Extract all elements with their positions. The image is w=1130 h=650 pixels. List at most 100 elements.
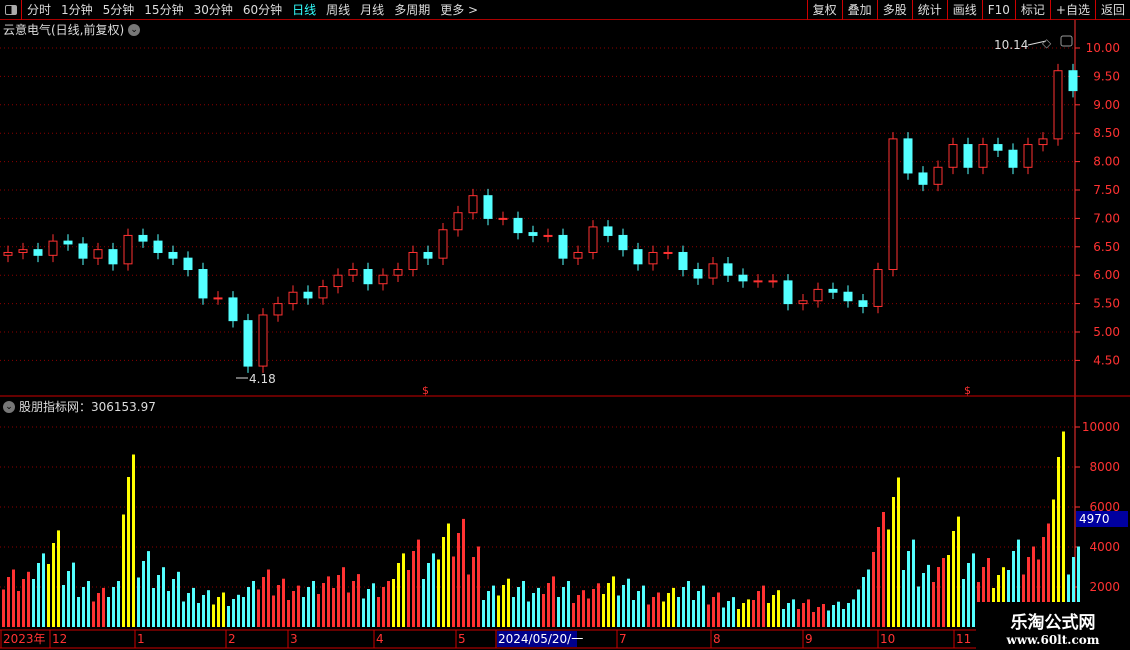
stock-title[interactable]: 云意电气(日线,前复权) ⌄: [3, 21, 141, 38]
period-tab[interactable]: 更多 >: [440, 3, 479, 17]
volume-bar: [447, 523, 450, 627]
period-tab[interactable]: 分时: [27, 3, 52, 17]
toolbar-button[interactable]: 标记: [1014, 0, 1050, 20]
candle-body: [663, 251, 673, 254]
period-tab[interactable]: 日线: [292, 3, 317, 17]
price-tick-label: 10.00: [1086, 41, 1120, 55]
period-tab[interactable]: 60分钟: [242, 3, 283, 17]
volume-bar: [427, 563, 430, 627]
volume-bar: [937, 567, 940, 627]
volume-bar: [1042, 537, 1045, 627]
volume-bar: [972, 553, 975, 627]
period-tab[interactable]: 多周期: [394, 3, 431, 17]
volume-bar: [617, 595, 620, 627]
volume-bar: [947, 555, 950, 627]
volume-bar: [712, 597, 715, 627]
candle-body: [948, 144, 958, 168]
volume-bar: [512, 597, 515, 627]
volume-bar: [877, 527, 880, 627]
volume-bar: [177, 571, 180, 627]
layout-toggle-button[interactable]: [0, 0, 22, 20]
candle-body: [558, 234, 568, 259]
candle-body: [78, 243, 88, 259]
volume-bar: [212, 604, 215, 627]
panel-icon: [4, 4, 17, 15]
period-toolbar: 分时 1分钟 5分钟 15分钟 30分钟 60分钟 日线 周线 月线 多周期 更多 > 复权 叠加 多股…: [0, 0, 1130, 20]
period-tab[interactable]: 30分钟: [193, 3, 233, 17]
candle-body: [18, 249, 28, 253]
candle-body: [63, 240, 73, 245]
volume-bar: [727, 601, 730, 627]
date-label: 4: [376, 632, 384, 646]
date-label: 8: [713, 632, 721, 646]
volume-bar: [907, 551, 910, 627]
volume-bar: [1047, 523, 1050, 627]
volume-bar: [1072, 557, 1075, 627]
watermark-line1: 乐淘公式网: [1010, 613, 1096, 633]
candle-body: [603, 226, 613, 236]
candle-body: [648, 251, 658, 265]
candle-body: [1068, 70, 1078, 92]
volume-bar: [97, 593, 100, 627]
volume-bar: [807, 599, 810, 627]
period-tab[interactable]: 5分钟: [102, 3, 135, 17]
volume-bar: [592, 589, 595, 627]
volume-bar: [567, 581, 570, 627]
volume-bar: [117, 581, 120, 627]
date-label: 10: [880, 632, 895, 646]
toolbar-button[interactable]: 统计: [911, 0, 947, 20]
volume-bar: [472, 557, 475, 627]
candle-body: [213, 297, 223, 300]
volume-bar: [917, 586, 920, 627]
volume-bar: [382, 587, 385, 627]
volume-bar: [987, 558, 990, 627]
volume-bar: [802, 603, 805, 627]
indicator-title[interactable]: ⌄ 股朋指标网：306153.97: [3, 398, 156, 415]
high-arrow: [1027, 40, 1047, 46]
volume-bar: [1052, 499, 1055, 627]
volume-bar: [1067, 574, 1070, 627]
volume-bar: [292, 591, 295, 627]
period-tab[interactable]: 周线: [326, 3, 351, 17]
volume-bar: [1037, 559, 1040, 627]
toolbar-button[interactable]: +自选: [1049, 0, 1095, 20]
chevron-down-icon[interactable]: ⌄: [128, 23, 141, 36]
period-tab[interactable]: 1分钟: [61, 3, 93, 17]
candle-body: [1008, 149, 1018, 168]
candle-body: [408, 251, 418, 271]
date-label: 7: [619, 632, 627, 646]
volume-bar: [1062, 431, 1065, 627]
volume-bar: [582, 590, 585, 627]
period-tab[interactable]: 15分钟: [144, 3, 184, 17]
volume-bar: [607, 583, 610, 627]
period-tab[interactable]: 月线: [360, 3, 385, 17]
toolbar-button[interactable]: F10: [981, 0, 1015, 20]
candle-body: [438, 229, 448, 259]
volume-bar: [867, 569, 870, 627]
date-label: 1: [137, 632, 145, 646]
toolbar-button[interactable]: 复权: [806, 0, 842, 20]
volume-bar: [872, 552, 875, 627]
chevron-down-icon[interactable]: ⌄: [3, 400, 15, 413]
volume-tick-label: 6000: [1089, 500, 1120, 514]
volume-bar: [952, 531, 955, 627]
volume-bar: [257, 589, 260, 627]
candle-body: [273, 303, 283, 316]
volume-bar: [927, 564, 930, 627]
volume-bar: [262, 577, 265, 627]
toolbar-button[interactable]: 叠加: [841, 0, 877, 20]
volume-bar: [282, 578, 285, 627]
volume-bar: [882, 512, 885, 627]
volume-bar: [687, 581, 690, 627]
candle-body: [228, 297, 238, 322]
volume-bar: [152, 588, 155, 627]
volume-bar: [837, 601, 840, 627]
volume-bar: [227, 606, 230, 627]
candle-body: [243, 320, 253, 367]
toolbar-button[interactable]: 多股: [876, 0, 912, 20]
toolbar-button[interactable]: 返回: [1094, 0, 1130, 20]
candle-body: [738, 274, 748, 282]
candle-body: [303, 291, 313, 299]
toolbar-button[interactable]: 画线: [946, 0, 982, 20]
